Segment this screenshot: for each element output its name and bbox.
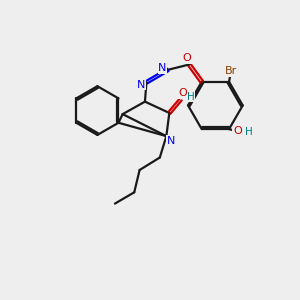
Text: O: O [233, 127, 242, 136]
Text: Br: Br [225, 66, 238, 76]
Text: O: O [178, 88, 188, 98]
Text: H: H [244, 127, 252, 137]
Text: H: H [187, 92, 195, 102]
Text: N: N [167, 136, 175, 146]
Text: O: O [182, 53, 191, 63]
Text: N: N [137, 80, 145, 90]
Text: N: N [158, 63, 167, 74]
